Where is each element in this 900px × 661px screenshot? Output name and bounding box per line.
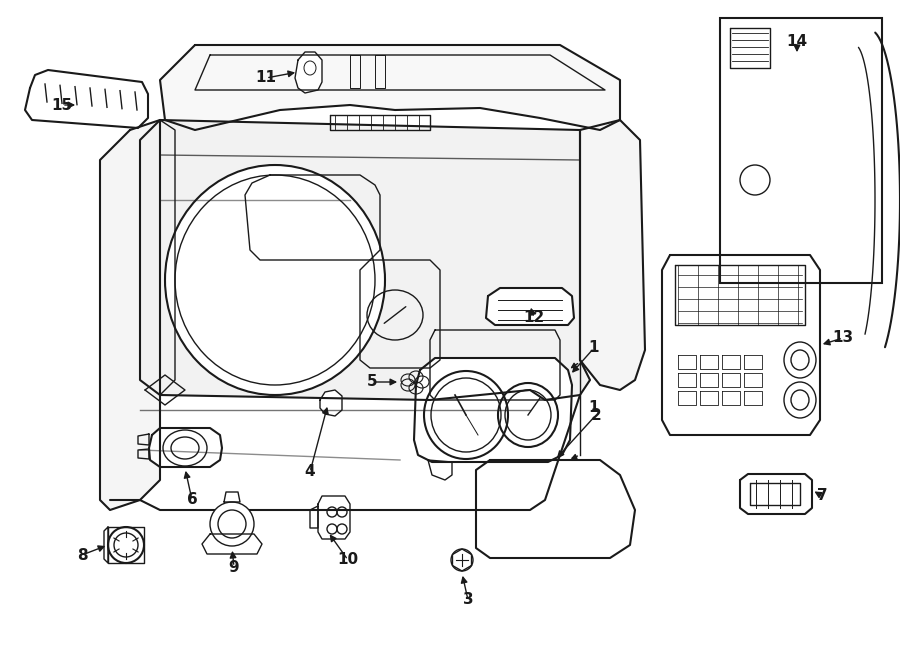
Text: 10: 10 [338,553,358,568]
Text: 1: 1 [589,401,599,416]
Text: 8: 8 [76,547,87,563]
Text: 2: 2 [590,407,601,422]
Polygon shape [320,390,342,416]
Text: 9: 9 [229,559,239,574]
Text: 4: 4 [305,465,315,479]
Text: 6: 6 [186,492,197,508]
Text: 7: 7 [816,488,827,504]
Polygon shape [580,120,645,390]
Text: 13: 13 [832,330,853,346]
Text: 12: 12 [524,311,544,325]
Text: 11: 11 [256,71,276,85]
Polygon shape [160,45,620,130]
Polygon shape [100,120,160,510]
Polygon shape [295,52,322,93]
Text: 5: 5 [366,375,377,389]
Polygon shape [476,460,635,558]
Ellipse shape [165,165,385,395]
Bar [720,18,882,283]
Polygon shape [740,474,812,514]
Ellipse shape [210,502,254,546]
Text: 1: 1 [589,340,599,356]
Polygon shape [414,358,572,462]
Text: 15: 15 [51,98,73,112]
Ellipse shape [108,527,144,563]
Text: 3: 3 [463,592,473,607]
Polygon shape [140,120,590,400]
Polygon shape [486,288,574,325]
Polygon shape [25,70,148,128]
Polygon shape [149,428,222,467]
Polygon shape [318,496,350,539]
Polygon shape [662,255,820,435]
Text: 14: 14 [787,34,807,50]
